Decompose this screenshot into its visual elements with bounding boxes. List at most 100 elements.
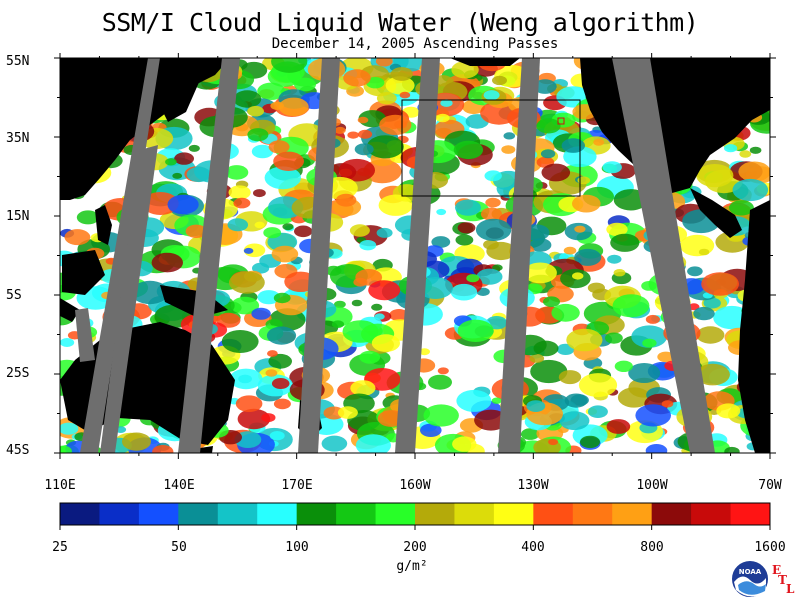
korea-japan-land: [162, 62, 200, 122]
cloud-patch: [428, 374, 452, 390]
cloud-patch: [738, 161, 770, 182]
cloud-patch: [334, 300, 346, 309]
cloud-patch: [455, 234, 474, 246]
cloud-patch: [605, 332, 623, 344]
cloud-patch: [359, 240, 377, 251]
lat-label: 25S: [6, 366, 30, 381]
no-data-swath: [178, 58, 240, 453]
cloud-patch: [526, 400, 546, 412]
cloud-patch: [349, 224, 370, 237]
colorbar-swatch: [572, 503, 613, 525]
cloud-patch: [688, 303, 700, 311]
lat-label: 15N: [6, 209, 30, 224]
cloud-patch: [480, 207, 503, 221]
cloud-patch: [167, 194, 199, 215]
colorbar-units: g/m²: [396, 559, 428, 574]
cloud-patch: [452, 436, 477, 452]
cloud-patch: [254, 221, 265, 229]
cloud-patch: [165, 158, 177, 166]
cloud-patch: [696, 326, 725, 344]
cloud-patch: [533, 79, 557, 94]
cloud-patch: [593, 138, 605, 146]
cloud-patch: [278, 97, 309, 117]
map-title: SSM/I Cloud Liquid Water (Weng algorithm…: [101, 8, 699, 37]
region-box: [401, 99, 581, 197]
cloud-patch: [379, 114, 412, 135]
cloud-patch: [703, 297, 721, 309]
cloud-patch: [225, 165, 249, 180]
colorbar-swatch: [257, 503, 298, 525]
no-data-swath: [395, 58, 440, 453]
cloud-patch: [358, 129, 373, 139]
cloud-patch: [347, 131, 360, 139]
cloud-patch: [696, 164, 734, 188]
cloud-patch: [60, 445, 72, 453]
cloud-patch: [271, 378, 290, 389]
colorbar-swatch: [336, 503, 377, 525]
no-data-swath: [298, 58, 340, 453]
colorbar-swatch: [651, 503, 692, 525]
cloud-patch: [536, 118, 561, 134]
cloud-patch: [431, 236, 451, 248]
colorbar-tick-label: 200: [403, 540, 427, 555]
cloud-patch: [645, 314, 661, 324]
cloud-patch: [423, 404, 459, 427]
cloud-patch: [566, 328, 603, 352]
no-data-swath: [75, 308, 95, 362]
cloud-patch: [491, 397, 502, 404]
cloud-patch: [541, 163, 571, 182]
no-data-swath: [498, 58, 540, 453]
cloud-patch: [151, 252, 183, 273]
colorbar-tick-label: 1600: [754, 540, 786, 555]
cloud-patch: [264, 166, 301, 190]
cloud-patch: [420, 423, 442, 437]
station-marker: [557, 117, 565, 125]
cloud-patch: [233, 90, 262, 108]
cloud-patch: [485, 197, 501, 208]
cloud-patch: [687, 266, 703, 277]
cloud-patch: [698, 248, 710, 256]
cloud-patch: [331, 320, 345, 329]
cloud-patch: [122, 432, 151, 451]
cloud-patch: [152, 445, 174, 453]
cloud-patch: [350, 380, 376, 396]
cloud-patch: [635, 404, 671, 427]
cloud-patch: [385, 76, 415, 95]
cloud-patch: [530, 359, 568, 384]
cloud-patch: [631, 325, 668, 348]
cloud-patch: [559, 411, 590, 431]
cloud-patch: [580, 435, 600, 449]
cloud-patch: [273, 292, 291, 304]
cloud-patch: [229, 271, 265, 294]
colorbar-swatch: [454, 503, 495, 525]
cloud-patch: [523, 262, 557, 284]
cloud-patch: [551, 303, 580, 322]
cloud-patch: [131, 280, 169, 305]
cloud-patch: [273, 151, 304, 171]
cloud-patch: [371, 334, 400, 352]
cloud-patch: [357, 116, 369, 124]
cloud-patch: [457, 319, 494, 342]
cloud-patch: [466, 274, 480, 283]
cloud-patch: [172, 172, 183, 179]
cloud-patch: [368, 280, 401, 301]
cloud-patch: [273, 398, 291, 410]
lon-label: 110E: [44, 478, 76, 493]
cloud-patch: [437, 367, 449, 375]
cloud-patch: [486, 241, 516, 261]
lat-label: 45S: [6, 443, 30, 458]
colorbar: [59, 502, 771, 530]
cloud-patch: [558, 370, 582, 385]
colorbar-swatch: [493, 503, 534, 525]
cloud-patch: [613, 269, 626, 277]
cloud-patch: [294, 77, 316, 92]
map-content: [60, 58, 770, 453]
cloud-patch: [378, 194, 413, 216]
cloud-patch: [614, 360, 633, 372]
cloud-patch: [661, 400, 674, 408]
cloud-patch: [419, 348, 430, 356]
cloud-patch: [521, 428, 540, 440]
noaa-logo-text: NOAA: [739, 568, 762, 576]
cloud-patch: [337, 406, 358, 419]
